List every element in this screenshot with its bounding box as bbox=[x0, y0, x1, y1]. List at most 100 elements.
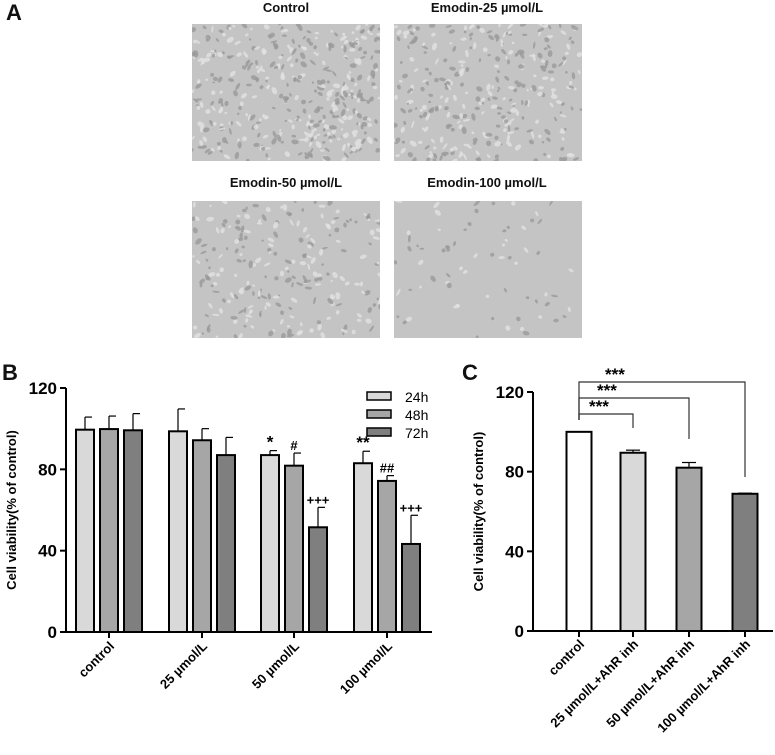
cell bbox=[252, 291, 255, 296]
cell bbox=[411, 157, 417, 161]
cell bbox=[349, 150, 354, 154]
cell bbox=[491, 85, 494, 90]
cell bbox=[473, 42, 477, 50]
cell bbox=[245, 112, 248, 117]
chart-c: 0 40 80 120 Cell viability(% of control) cont… bbox=[471, 365, 773, 735]
chart-c-significance-label: *** bbox=[597, 381, 617, 400]
cell bbox=[261, 146, 266, 151]
cell bbox=[318, 276, 323, 281]
cell bbox=[350, 89, 354, 92]
cell bbox=[196, 260, 201, 264]
cell bbox=[553, 318, 559, 323]
cell bbox=[262, 134, 269, 139]
cell bbox=[536, 24, 544, 27]
cell bbox=[531, 84, 537, 92]
cell bbox=[208, 272, 216, 277]
cell bbox=[340, 249, 347, 253]
cell bbox=[340, 128, 343, 131]
cell bbox=[313, 201, 317, 205]
cell bbox=[273, 65, 279, 69]
cell bbox=[255, 77, 259, 81]
cell bbox=[343, 45, 347, 53]
cell bbox=[239, 253, 243, 257]
cell bbox=[453, 94, 457, 101]
chart-c-bar bbox=[565, 430, 593, 633]
cell bbox=[504, 123, 509, 127]
cell bbox=[290, 297, 298, 303]
cell bbox=[416, 244, 419, 248]
cell bbox=[462, 103, 466, 110]
cell bbox=[475, 335, 479, 338]
cell bbox=[310, 137, 314, 143]
cell bbox=[566, 43, 571, 50]
cell bbox=[310, 148, 314, 153]
cell bbox=[255, 66, 260, 69]
cell bbox=[402, 73, 408, 79]
cell bbox=[568, 85, 575, 89]
cell bbox=[326, 90, 331, 97]
cell bbox=[249, 114, 256, 121]
micrograph-title-50: Emodin-50 µmol/L bbox=[229, 175, 343, 190]
cell bbox=[350, 77, 355, 83]
cell bbox=[369, 325, 375, 332]
cell bbox=[544, 301, 550, 307]
cell bbox=[205, 78, 209, 81]
cell bbox=[233, 293, 239, 300]
cell bbox=[363, 131, 367, 135]
cell bbox=[526, 88, 529, 92]
cell bbox=[252, 284, 255, 287]
cell bbox=[293, 78, 301, 83]
cell bbox=[465, 91, 469, 95]
cell bbox=[421, 45, 429, 50]
cell bbox=[326, 272, 330, 276]
cell bbox=[274, 276, 279, 281]
cell bbox=[355, 24, 361, 31]
cell bbox=[507, 125, 511, 132]
chart-b-significance-label: +++ bbox=[400, 500, 423, 515]
cell bbox=[291, 48, 297, 55]
cell bbox=[199, 278, 205, 284]
chart-b-bar-72h bbox=[123, 429, 143, 633]
cell bbox=[503, 288, 508, 293]
cell bbox=[304, 136, 309, 143]
cell bbox=[313, 296, 317, 305]
cell bbox=[419, 114, 423, 119]
panel-label-c: C bbox=[462, 360, 478, 385]
cell bbox=[504, 238, 508, 242]
cell bbox=[325, 223, 331, 230]
cell bbox=[402, 30, 410, 36]
cell bbox=[515, 109, 520, 116]
cell bbox=[408, 288, 413, 291]
cell bbox=[367, 307, 373, 313]
cell bbox=[377, 272, 380, 277]
cell bbox=[492, 96, 498, 100]
cell bbox=[305, 234, 310, 239]
cell bbox=[212, 290, 220, 293]
cell bbox=[246, 280, 250, 286]
cell bbox=[502, 97, 506, 101]
cell bbox=[335, 310, 340, 315]
cell bbox=[224, 140, 229, 144]
cell bbox=[222, 298, 226, 303]
cell bbox=[308, 41, 314, 46]
cell bbox=[359, 99, 367, 102]
cell bbox=[260, 295, 268, 299]
cell bbox=[541, 59, 545, 63]
cell bbox=[530, 130, 535, 139]
cell bbox=[306, 38, 311, 43]
cell bbox=[402, 320, 408, 325]
cell bbox=[430, 275, 436, 282]
cell bbox=[365, 318, 372, 324]
cell bbox=[243, 235, 248, 241]
cell bbox=[297, 24, 303, 31]
cell bbox=[486, 140, 492, 147]
cell bbox=[325, 69, 333, 72]
cell bbox=[222, 219, 228, 224]
cell bbox=[347, 142, 350, 148]
cell bbox=[267, 157, 271, 161]
cell bbox=[401, 140, 406, 144]
chart-b-bar-24h bbox=[75, 428, 95, 633]
cell bbox=[476, 86, 483, 92]
cell bbox=[299, 261, 307, 266]
cell bbox=[550, 88, 557, 92]
